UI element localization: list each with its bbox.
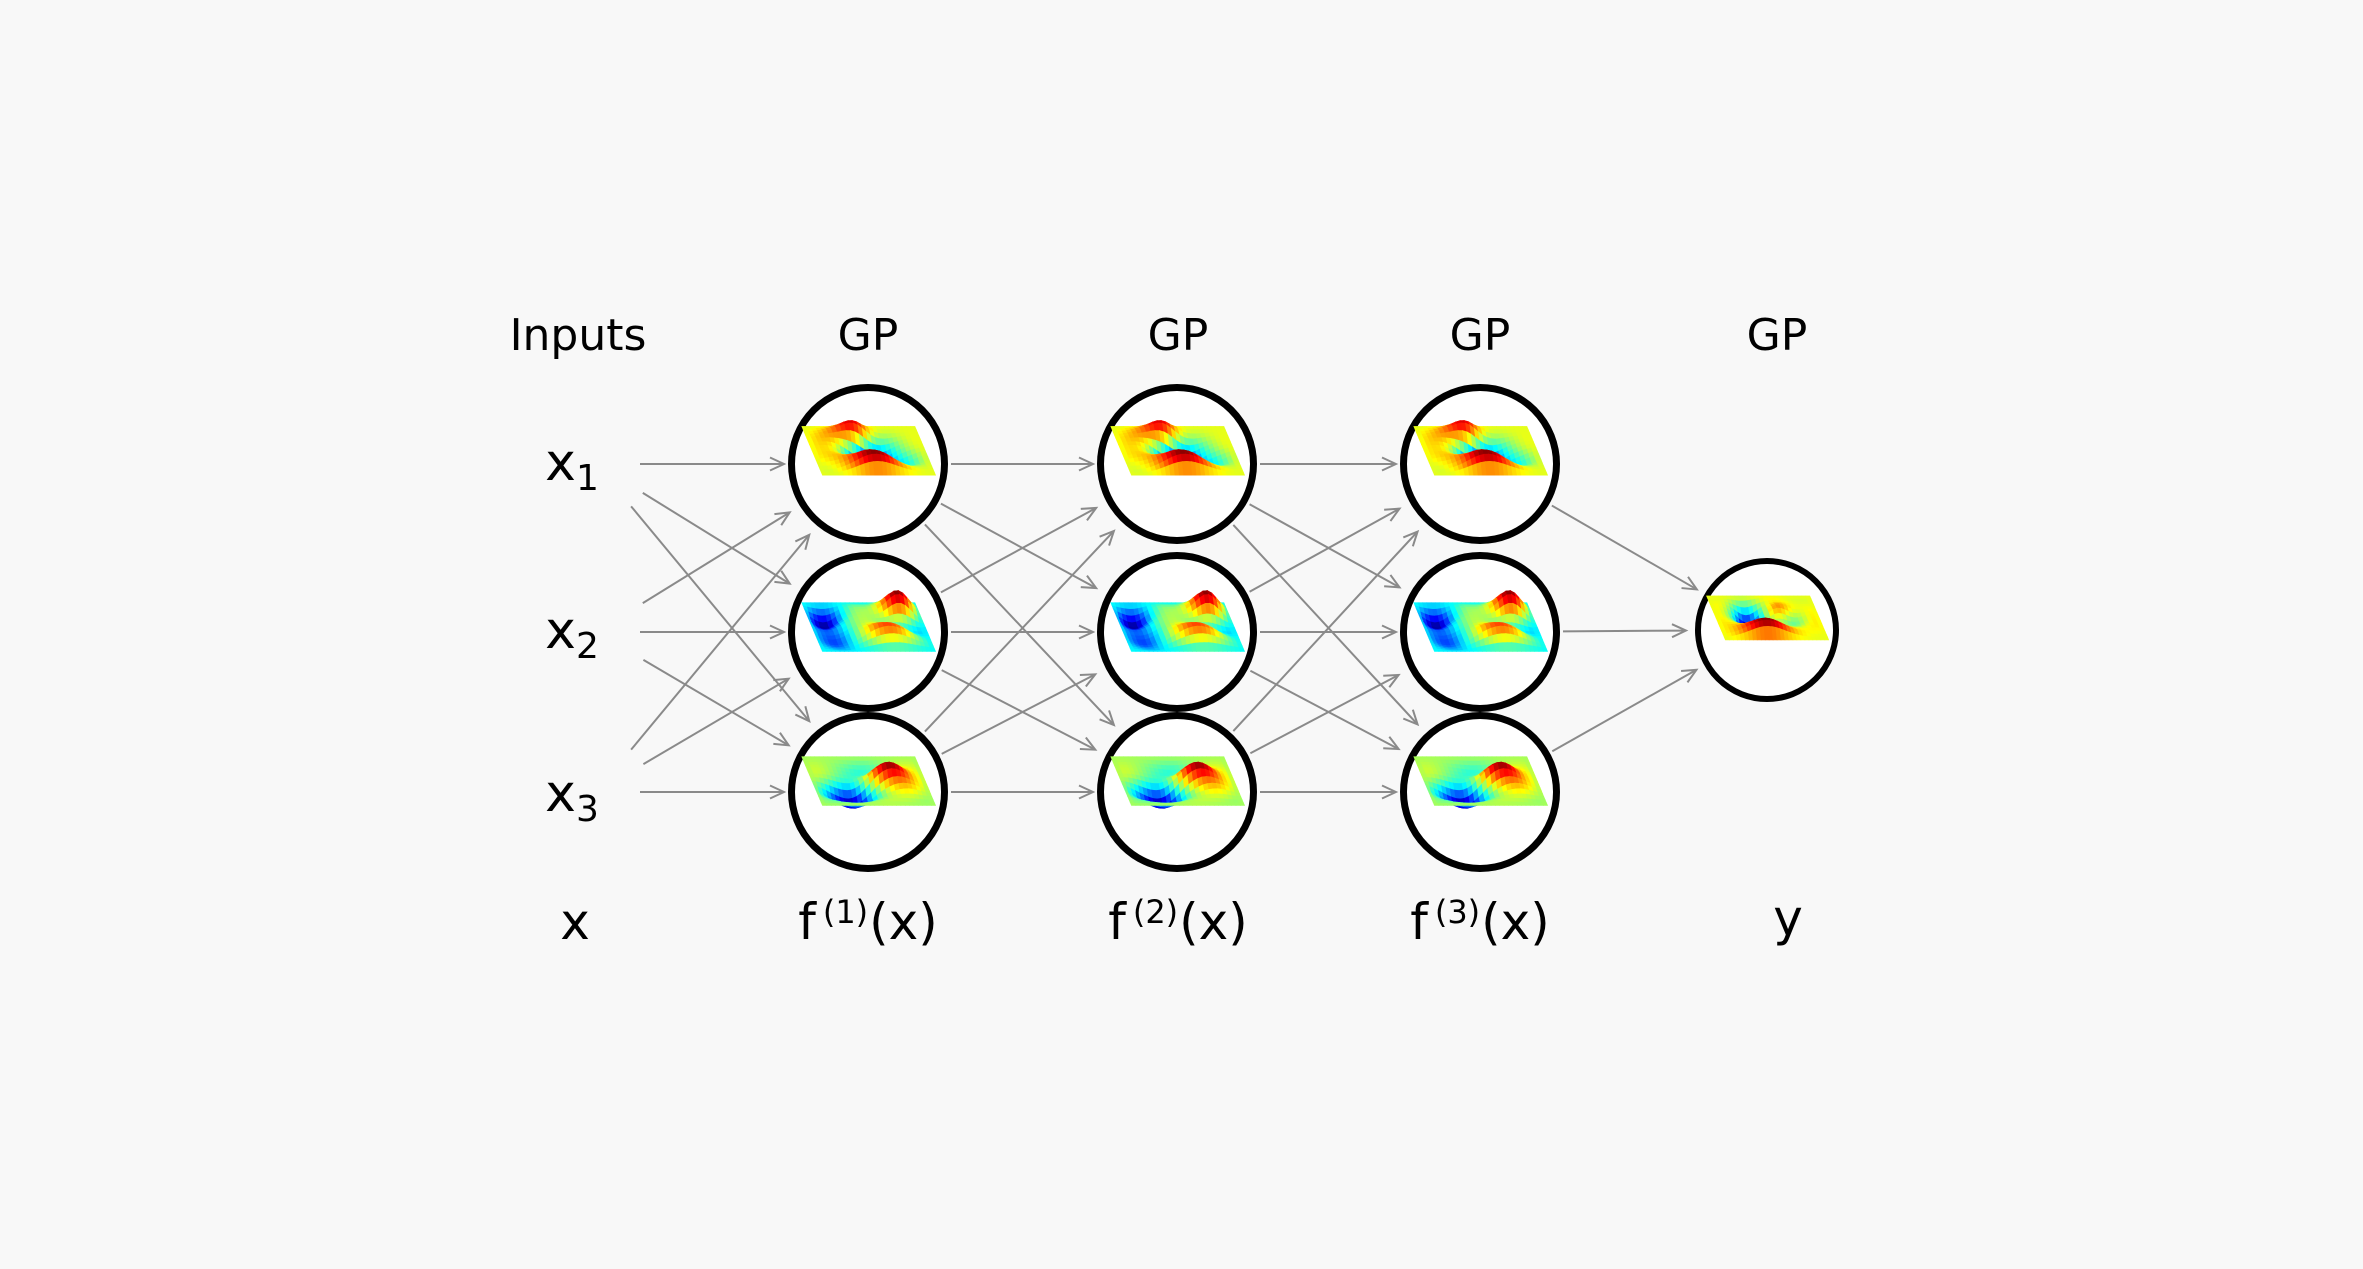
gp-surface-icon <box>1110 589 1246 652</box>
bottom-label-y: y <box>1773 889 1803 947</box>
gp-node-layer2-row2 <box>1097 552 1257 712</box>
gp-surface-icon <box>1706 595 1830 641</box>
gp-node-layer1-row2 <box>788 552 948 712</box>
gp-surface-icon <box>801 756 937 809</box>
input-label-x3: x3 <box>545 764 599 830</box>
gp-surface-icon <box>801 420 937 476</box>
gp-node-layer2-row3 <box>1097 712 1257 872</box>
gp-surface-icon <box>1413 756 1549 809</box>
input-label-x2: x2 <box>545 601 599 667</box>
gp-header-label-output: GP <box>1746 310 1808 361</box>
gp-header-label-1: GP <box>837 310 899 361</box>
gp-node-layer3-row2 <box>1400 552 1560 712</box>
gp-header-label-3: GP <box>1449 310 1511 361</box>
gp-node-layer2-row1 <box>1097 384 1257 544</box>
bottom-label-f2: f (2)(x) <box>1108 893 1248 951</box>
gp-surface-icon <box>1413 420 1549 476</box>
gp-node-layer1-row1 <box>788 384 948 544</box>
bottom-label-f1: f (1)(x) <box>798 893 938 951</box>
gp-surface-icon <box>1413 589 1549 652</box>
bottom-label-f3: f (3)(x) <box>1410 893 1550 951</box>
gp-surface-icon <box>1110 756 1246 809</box>
gp-node-layer3-row3 <box>1400 712 1560 872</box>
gp-surface-icon <box>801 589 937 652</box>
bottom-label-x: x <box>560 893 590 951</box>
gp-node-output <box>1695 558 1839 702</box>
gp-header-label-2: GP <box>1147 310 1209 361</box>
inputs-header-label: Inputs <box>509 310 647 361</box>
gp-surface-icon <box>1110 420 1246 476</box>
input-label-x1: x1 <box>545 433 599 499</box>
gp-node-layer3-row1 <box>1400 384 1560 544</box>
gp-node-layer1-row3 <box>788 712 948 872</box>
